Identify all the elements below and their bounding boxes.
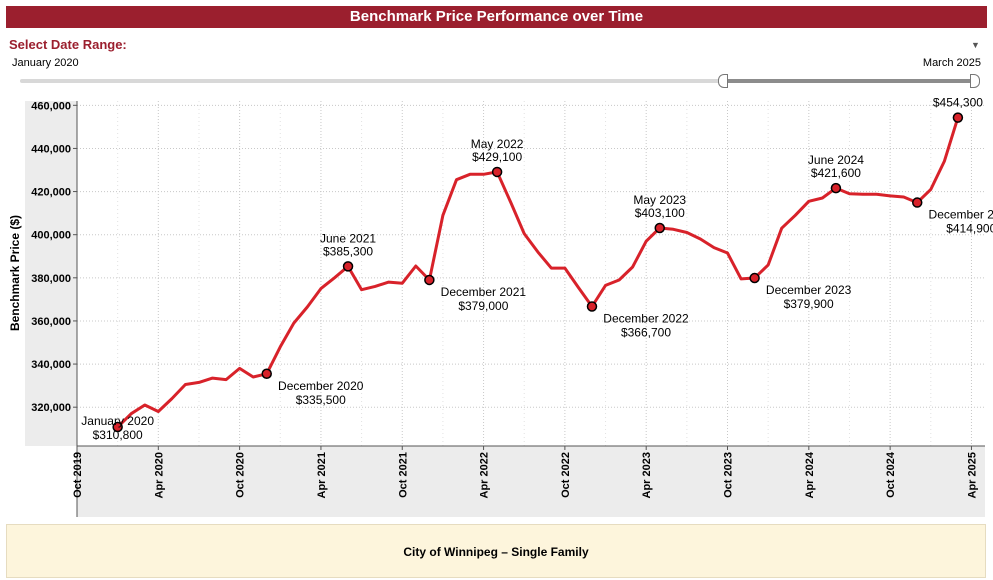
grid-lines xyxy=(76,101,985,446)
date-range-label: Select Date Range: xyxy=(9,37,127,52)
x-tick-label: Apr 2022 xyxy=(479,452,491,498)
dropdown-caret-icon[interactable]: ▼ xyxy=(971,40,980,50)
y-tick-labels: 320,000 340,000 360,000 380,000 400,000 420,0… xyxy=(31,100,77,414)
data-marker xyxy=(911,197,923,208)
data-marker xyxy=(952,112,964,123)
data-label-price: $421,600 xyxy=(811,166,861,180)
data-labels: January 2020$310,800 December 2020$335,50… xyxy=(81,96,993,442)
data-label-month: June 2021 xyxy=(320,231,376,245)
data-label-price: $335,500 xyxy=(296,393,346,407)
y-tick-label: 420,000 xyxy=(31,187,71,199)
x-tick-label: Oct 2020 xyxy=(235,452,247,498)
x-tick-label: Oct 2022 xyxy=(560,452,572,498)
date-range-slider-fill xyxy=(722,79,976,83)
data-label-price: $414,900 xyxy=(946,222,993,236)
price-line xyxy=(116,116,960,429)
data-marker xyxy=(654,222,665,234)
y-tick-label: 340,000 xyxy=(31,359,71,371)
y-tick-label: 440,000 xyxy=(31,143,71,155)
x-tick-label: Apr 2020 xyxy=(153,452,165,498)
x-tick-label: Oct 2021 xyxy=(397,452,409,498)
footer-panel: City of Winnipeg – Single Family xyxy=(6,524,986,578)
data-label-month: December 2024 xyxy=(929,208,993,222)
range-end-label: March 2025 xyxy=(922,57,981,69)
data-label-month: December 2022 xyxy=(603,311,689,325)
x-tick-label: Apr 2025 xyxy=(966,452,978,498)
date-range-slider-track[interactable] xyxy=(20,79,978,83)
price-series xyxy=(116,116,960,429)
y-tick-label: 380,000 xyxy=(31,273,71,285)
x-tick-label: Apr 2023 xyxy=(641,452,653,498)
y-axis-title: Benchmark Price ($) xyxy=(8,215,22,331)
data-marker xyxy=(342,261,354,272)
x-tick-label: Oct 2023 xyxy=(723,452,735,498)
data-label-price: $379,000 xyxy=(458,299,508,313)
data-marker xyxy=(586,301,598,312)
region-label: City of Winnipeg – Single Family xyxy=(403,545,589,559)
plot-area xyxy=(77,101,985,446)
y-tick-label: 320,000 xyxy=(31,402,71,414)
data-marker xyxy=(424,274,435,286)
slider-end-handle[interactable] xyxy=(970,74,980,88)
slider-start-handle[interactable] xyxy=(718,74,728,88)
data-label-month: June 2024 xyxy=(808,153,864,167)
y-axis-band xyxy=(25,101,77,446)
data-label-month: December 2023 xyxy=(766,283,852,297)
y-tick-label: 360,000 xyxy=(31,316,71,328)
data-label-month: December 2020 xyxy=(278,379,364,393)
data-marker xyxy=(261,368,272,380)
x-tick-label: Oct 2024 xyxy=(885,451,897,498)
data-label-price: $454,300 xyxy=(933,96,983,110)
data-label-price: $379,900 xyxy=(784,297,834,311)
x-tick-labels: Oct 2019 Apr 2020 Oct 2020 Apr 2021 Oct 2021… xyxy=(72,446,978,498)
chart-title-banner: Benchmark Price Performance over Time xyxy=(6,6,987,28)
data-marker xyxy=(830,182,842,194)
data-label-month: May 2022 xyxy=(471,137,524,151)
x-tick-label: Apr 2024 xyxy=(804,451,816,498)
data-label-month: December 2021 xyxy=(441,285,527,299)
axis-bands xyxy=(25,101,985,517)
x-tick-label: Oct 2019 xyxy=(72,452,84,498)
data-label-price: $385,300 xyxy=(323,244,373,258)
data-label-price: $366,700 xyxy=(621,325,671,339)
x-tick-label: Apr 2021 xyxy=(316,452,328,498)
data-marker xyxy=(749,272,760,284)
data-marker xyxy=(491,166,503,178)
data-label-month: January 2020 xyxy=(81,414,154,428)
range-start-label: January 2020 xyxy=(12,57,79,69)
data-label-price: $403,100 xyxy=(635,206,685,220)
benchmark-price-chart: Benchmark Price ($) 320,000 340,000 360,00… xyxy=(8,96,993,517)
x-axis-band xyxy=(77,446,985,517)
data-label-price: $310,800 xyxy=(93,428,143,442)
data-label-price: $429,100 xyxy=(472,150,522,164)
data-markers xyxy=(112,112,964,433)
y-tick-label: 400,000 xyxy=(31,230,71,242)
y-tick-label: 460,000 xyxy=(31,100,71,112)
data-marker xyxy=(112,421,123,433)
data-label-month: March 2025 xyxy=(926,96,990,97)
data-label-month: May 2023 xyxy=(633,193,686,207)
